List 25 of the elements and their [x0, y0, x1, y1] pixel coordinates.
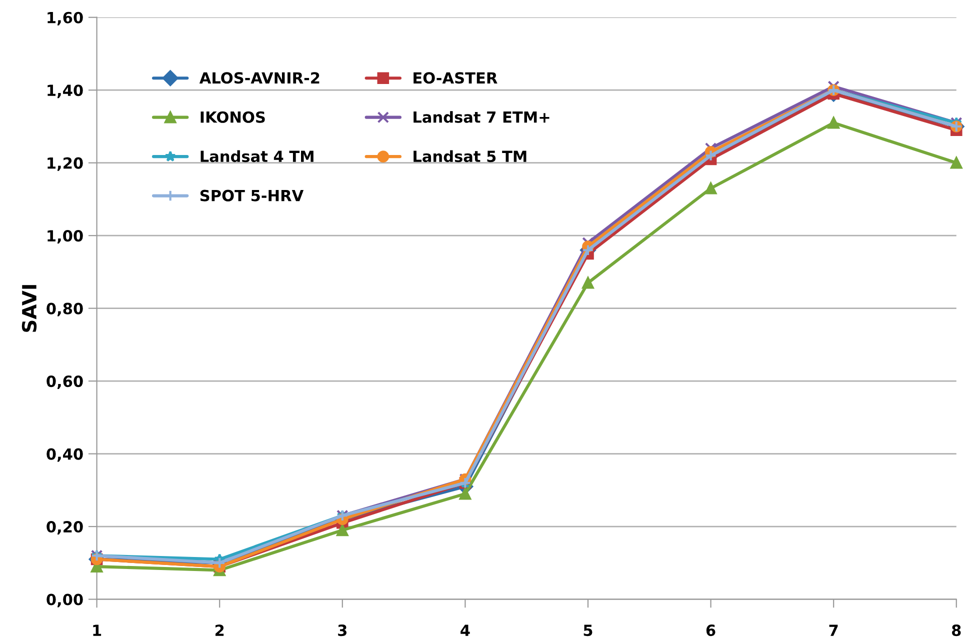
legend-label: Landsat 5 TM	[414, 150, 526, 162]
legend-label: Landsat 7 ETM+	[414, 111, 550, 123]
x-tick-label: 2	[215, 624, 224, 636]
y-tick-label: 1,40	[48, 84, 83, 98]
y-tick-label: 0,80	[46, 302, 83, 316]
y-axis-title: SAVI	[22, 285, 37, 332]
y-tick-label: 1,20	[48, 157, 83, 171]
y-tick-label: 0,60	[46, 376, 83, 390]
y-tick-label: 0,20	[46, 521, 83, 535]
x-tick-label: 5	[584, 624, 592, 636]
legend-label: EO-ASTER	[414, 72, 498, 84]
x-tick-label: 1	[93, 624, 102, 636]
legend-label: ALOS-AVNIR-2	[199, 72, 320, 84]
legend-label: IKONOS	[200, 111, 265, 123]
y-tick-label: 0,00	[46, 594, 83, 608]
x-tick-label: 6	[706, 624, 716, 636]
x-tick-label: 4	[460, 624, 470, 636]
x-tick-label: 8	[952, 624, 961, 636]
x-tick-label: 3	[338, 624, 346, 636]
y-tick-label: 1,00	[48, 230, 83, 244]
y-tick-label: 0,40	[46, 448, 83, 462]
legend-label: SPOT 5-HRV	[200, 190, 304, 202]
legend-label: Landsat 4 TM	[200, 150, 314, 162]
y-tick-label: 1,60	[48, 12, 83, 26]
x-tick-label: 7	[829, 624, 838, 636]
